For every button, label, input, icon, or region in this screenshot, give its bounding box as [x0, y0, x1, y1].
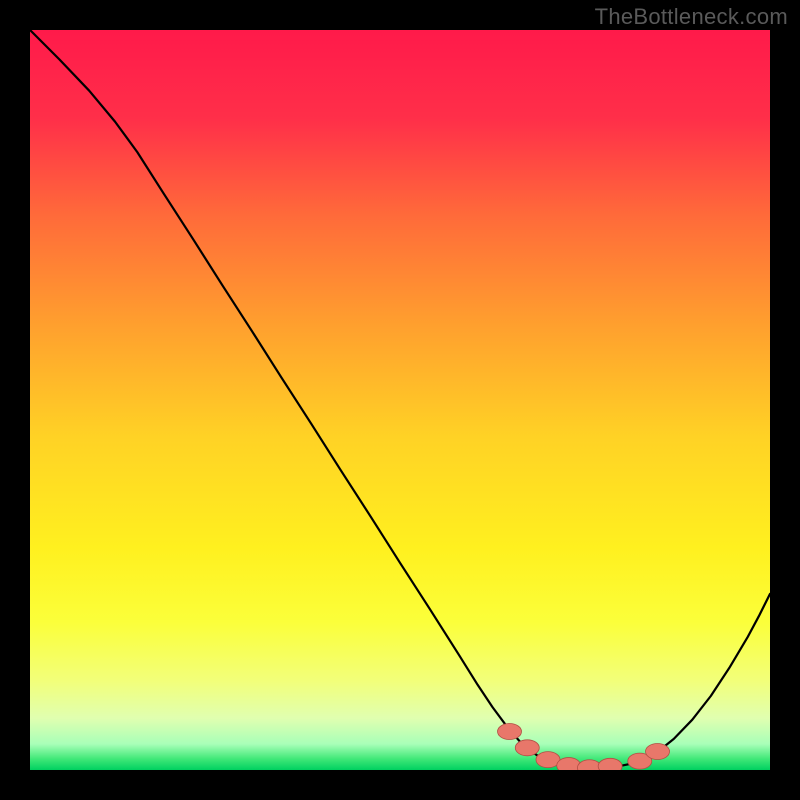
bottleneck-chart [30, 30, 770, 770]
marker-point [646, 744, 670, 760]
watermark-text: TheBottleneck.com [595, 4, 788, 30]
marker-point [515, 740, 539, 756]
chart-background [30, 30, 770, 770]
chart-svg [30, 30, 770, 770]
marker-point [498, 724, 522, 740]
